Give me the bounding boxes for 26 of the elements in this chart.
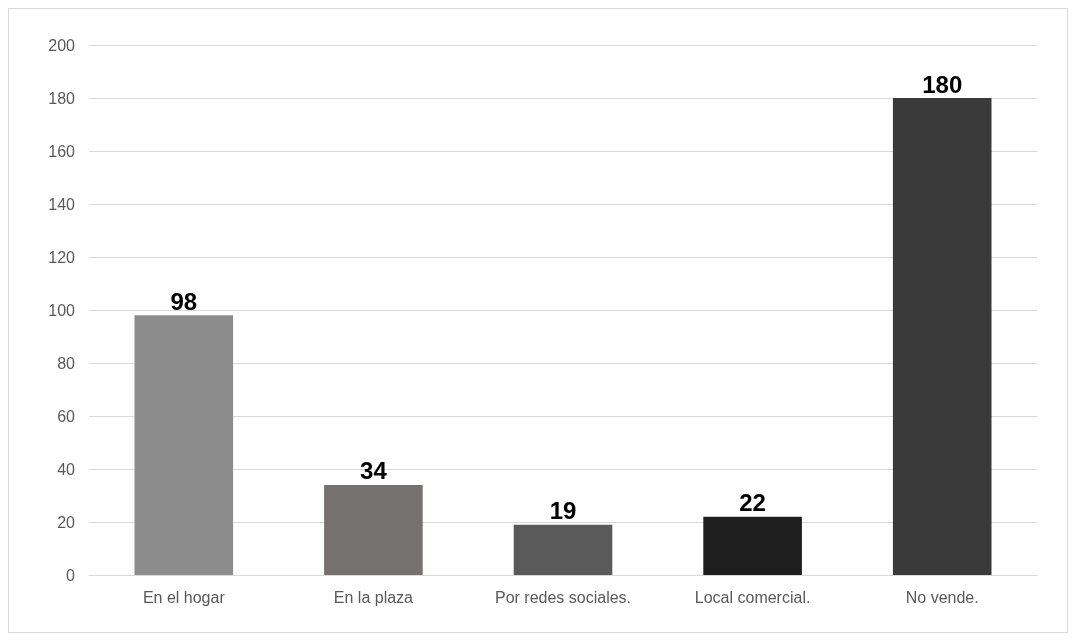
bar [134,315,234,575]
bar [513,524,613,575]
bar [892,98,992,575]
x-tick-label: No vende. [905,588,979,606]
y-tick-label: 80 [57,354,76,372]
y-tick-label: 200 [48,36,76,54]
x-tick-label: Local comercial. [694,588,811,606]
bar [703,516,802,575]
y-tick-label: 180 [48,89,76,107]
x-tick-label: Por redes sociales. [494,588,632,606]
data-label: 180 [922,70,963,98]
y-tick-label: 20 [57,513,76,531]
data-label: 19 [549,497,577,525]
bar [324,484,423,575]
data-label: 98 [170,287,198,315]
data-label: 34 [360,457,388,485]
y-tick-label: 100 [48,301,76,319]
data-label: 22 [739,489,766,517]
y-tick-label: 140 [48,195,76,213]
x-tick-label: En el hogar [142,588,226,606]
y-tick-label: 0 [66,566,76,584]
y-tick-label: 60 [57,407,76,425]
y-tick-label: 40 [57,460,76,478]
x-tick-label: En la plaza [333,588,414,606]
y-tick-label: 160 [48,142,76,160]
y-tick-label: 120 [48,248,76,266]
